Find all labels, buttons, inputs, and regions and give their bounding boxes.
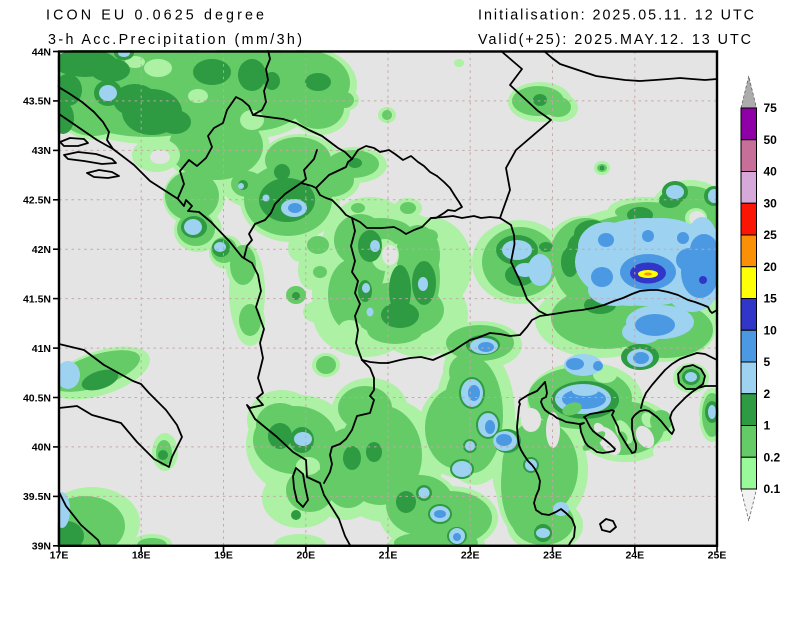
svg-text:44N: 44N <box>32 46 51 58</box>
svg-text:50: 50 <box>764 133 778 147</box>
svg-text:23E: 23E <box>543 549 562 561</box>
svg-text:41.5N: 41.5N <box>23 293 51 305</box>
svg-text:43.5N: 43.5N <box>23 96 51 108</box>
svg-text:75: 75 <box>764 101 778 115</box>
svg-text:18E: 18E <box>132 549 151 561</box>
svg-text:43N: 43N <box>32 145 51 157</box>
svg-text:40N: 40N <box>32 442 51 454</box>
svg-text:17E: 17E <box>50 549 69 561</box>
svg-text:Initialisation: 2025.05.11. 12: Initialisation: 2025.05.11. 12 UTC <box>478 8 754 24</box>
svg-text:25E: 25E <box>708 549 727 561</box>
svg-text:19E: 19E <box>214 549 233 561</box>
svg-text:0.1: 0.1 <box>764 482 781 496</box>
svg-text:42N: 42N <box>32 244 51 256</box>
svg-text:20E: 20E <box>296 549 315 561</box>
svg-text:40.5N: 40.5N <box>23 392 51 404</box>
svg-text:39.5N: 39.5N <box>23 491 51 503</box>
svg-text:3-h Acc.Precipitation (mm/3h): 3-h Acc.Precipitation (mm/3h) <box>48 32 302 48</box>
svg-text:15: 15 <box>764 292 778 306</box>
svg-text:Valid(+25): 2025.MAY.12. 13 UT: Valid(+25): 2025.MAY.12. 13 UTC <box>478 32 751 48</box>
svg-text:22E: 22E <box>461 549 480 561</box>
svg-text:10: 10 <box>764 323 778 337</box>
svg-text:39N: 39N <box>32 541 51 553</box>
svg-text:20: 20 <box>764 260 778 274</box>
svg-text:21E: 21E <box>379 549 398 561</box>
svg-text:0.2: 0.2 <box>764 450 781 464</box>
svg-text:2: 2 <box>764 387 771 401</box>
svg-text:ICON EU 0.0625 degree: ICON EU 0.0625 degree <box>46 8 264 24</box>
svg-text:41N: 41N <box>32 343 51 355</box>
svg-text:1: 1 <box>764 419 771 433</box>
svg-text:42.5N: 42.5N <box>23 195 51 207</box>
svg-text:25: 25 <box>764 228 778 242</box>
svg-text:5: 5 <box>764 355 771 369</box>
svg-text:40: 40 <box>764 165 778 179</box>
svg-text:24E: 24E <box>625 549 644 561</box>
svg-text:30: 30 <box>764 196 778 210</box>
